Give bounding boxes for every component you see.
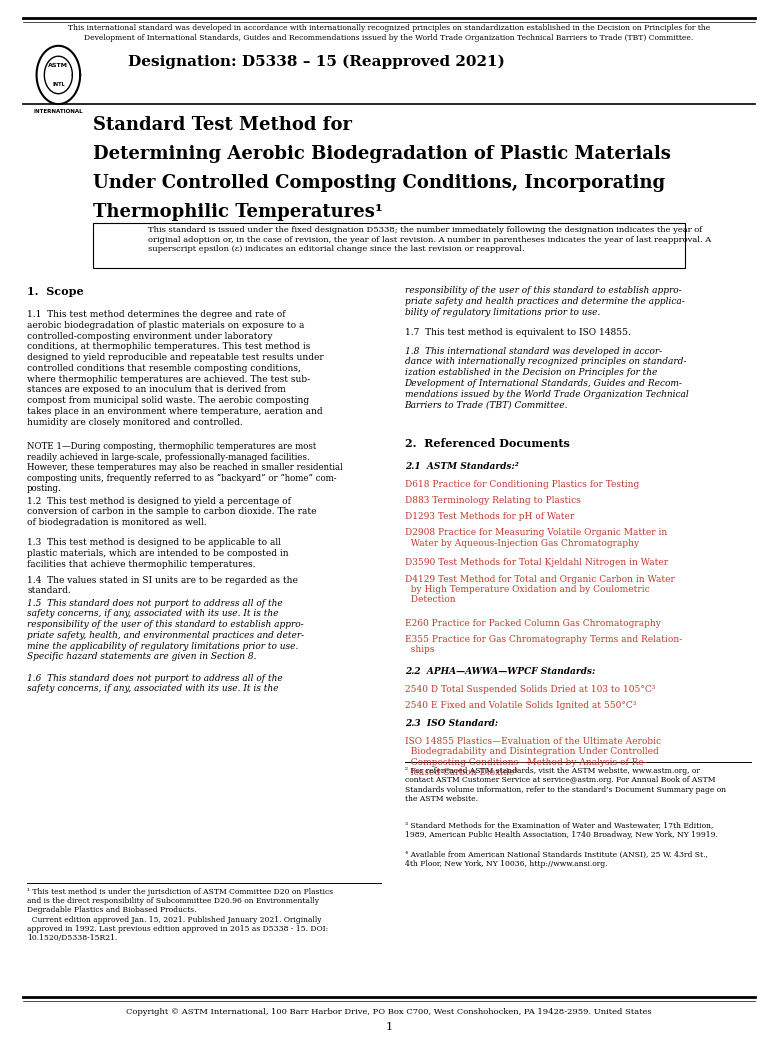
- Text: Thermophilic Temperatures¹: Thermophilic Temperatures¹: [93, 203, 383, 221]
- Text: 1.  Scope: 1. Scope: [27, 286, 84, 298]
- Text: 1.7  This test method is equivalent to ISO 14855.: 1.7 This test method is equivalent to IS…: [405, 328, 630, 337]
- Text: Designation: D5338 – 15 (Reapproved 2021): Designation: D5338 – 15 (Reapproved 2021…: [128, 54, 505, 69]
- Text: 1.5  This standard does not purport to address all of the
safety concerns, if an: 1.5 This standard does not purport to ad…: [27, 599, 304, 661]
- Text: 2540 E Fixed and Volatile Solids Ignited at 550°C³: 2540 E Fixed and Volatile Solids Ignited…: [405, 702, 636, 710]
- Text: 2.3  ISO Standard:: 2.3 ISO Standard:: [405, 719, 498, 729]
- Text: ISO 14855 Plastics—Evaluation of the Ultimate Aerobic
  Biodegradability and Dis: ISO 14855 Plastics—Evaluation of the Ult…: [405, 737, 661, 778]
- Text: 2.2  APHA—AWWA—WPCF Standards:: 2.2 APHA—AWWA—WPCF Standards:: [405, 667, 595, 677]
- Text: 1.2  This test method is designed to yield a percentage of
conversion of carbon : 1.2 This test method is designed to yiel…: [27, 497, 317, 527]
- Text: 1.6  This standard does not purport to address all of the
safety concerns, if an: 1.6 This standard does not purport to ad…: [27, 674, 283, 693]
- Text: D2908 Practice for Measuring Volatile Organic Matter in
  Water by Aqueous-Injec: D2908 Practice for Measuring Volatile Or…: [405, 529, 667, 548]
- Text: 2.  Referenced Documents: 2. Referenced Documents: [405, 438, 569, 450]
- Text: ⁴ Available from American National Standards Institute (ANSI), 25 W. 43rd St.,
4: ⁴ Available from American National Stand…: [405, 850, 707, 868]
- Text: 1.4  The values stated in SI units are to be regarded as the
standard.: 1.4 The values stated in SI units are to…: [27, 576, 298, 595]
- Text: E355 Practice for Gas Chromatography Terms and Relation-
  ships: E355 Practice for Gas Chromatography Ter…: [405, 635, 682, 655]
- Text: responsibility of the user of this standard to establish appro-
priate safety an: responsibility of the user of this stand…: [405, 286, 685, 316]
- Text: ASTM: ASTM: [48, 64, 68, 68]
- Text: 2540 D Total Suspended Solids Dried at 103 to 105°C³: 2540 D Total Suspended Solids Dried at 1…: [405, 685, 655, 694]
- Text: D1293 Test Methods for pH of Water: D1293 Test Methods for pH of Water: [405, 512, 574, 522]
- Text: ² For referenced ASTM standards, visit the ASTM website, www.astm.org, or
contac: ² For referenced ASTM standards, visit t…: [405, 767, 726, 803]
- Text: D618 Practice for Conditioning Plastics for Testing: D618 Practice for Conditioning Plastics …: [405, 480, 639, 489]
- Text: 1.3  This test method is designed to be applicable to all
plastic materials, whi: 1.3 This test method is designed to be a…: [27, 538, 289, 568]
- Text: INTL: INTL: [52, 82, 65, 86]
- Text: D3590 Test Methods for Total Kjeldahl Nitrogen in Water: D3590 Test Methods for Total Kjeldahl Ni…: [405, 558, 668, 567]
- Text: D4129 Test Method for Total and Organic Carbon in Water
  by High Temperature Ox: D4129 Test Method for Total and Organic …: [405, 575, 675, 605]
- Text: 1.1  This test method determines the degree and rate of
aerobic biodegradation o: 1.1 This test method determines the degr…: [27, 310, 324, 427]
- Text: ¹ This test method is under the jurisdiction of ASTM Committee D20 on Plastics
a: ¹ This test method is under the jurisdic…: [27, 888, 333, 942]
- Text: This standard is issued under the fixed designation D5338; the number immediatel: This standard is issued under the fixed …: [148, 226, 711, 254]
- Text: Under Controlled Composting Conditions, Incorporating: Under Controlled Composting Conditions, …: [93, 174, 665, 192]
- Text: 1.8  This international standard was developed in accor-
dance with internationa: 1.8 This international standard was deve…: [405, 347, 689, 409]
- Text: 1: 1: [385, 1022, 393, 1033]
- Text: E260 Practice for Packed Column Gas Chromatography: E260 Practice for Packed Column Gas Chro…: [405, 618, 661, 628]
- Text: ³ Standard Methods for the Examination of Water and Wastewater, 17th Edition,
19: ³ Standard Methods for the Examination o…: [405, 821, 717, 839]
- Text: This international standard was developed in accordance with internationally rec: This international standard was develope…: [68, 24, 710, 42]
- FancyBboxPatch shape: [93, 223, 685, 268]
- Text: Standard Test Method for: Standard Test Method for: [93, 116, 352, 133]
- Text: D883 Terminology Relating to Plastics: D883 Terminology Relating to Plastics: [405, 497, 580, 505]
- Text: INTERNATIONAL: INTERNATIONAL: [33, 109, 83, 115]
- Text: Determining Aerobic Biodegradation of Plastic Materials: Determining Aerobic Biodegradation of Pl…: [93, 145, 671, 162]
- Text: NOTE 1—During composting, thermophilic temperatures are most
readily achieved in: NOTE 1—During composting, thermophilic t…: [27, 442, 343, 493]
- Text: Copyright © ASTM International, 100 Barr Harbor Drive, PO Box C700, West Conshoh: Copyright © ASTM International, 100 Barr…: [126, 1008, 652, 1016]
- Text: 2.1  ASTM Standards:²: 2.1 ASTM Standards:²: [405, 462, 518, 472]
